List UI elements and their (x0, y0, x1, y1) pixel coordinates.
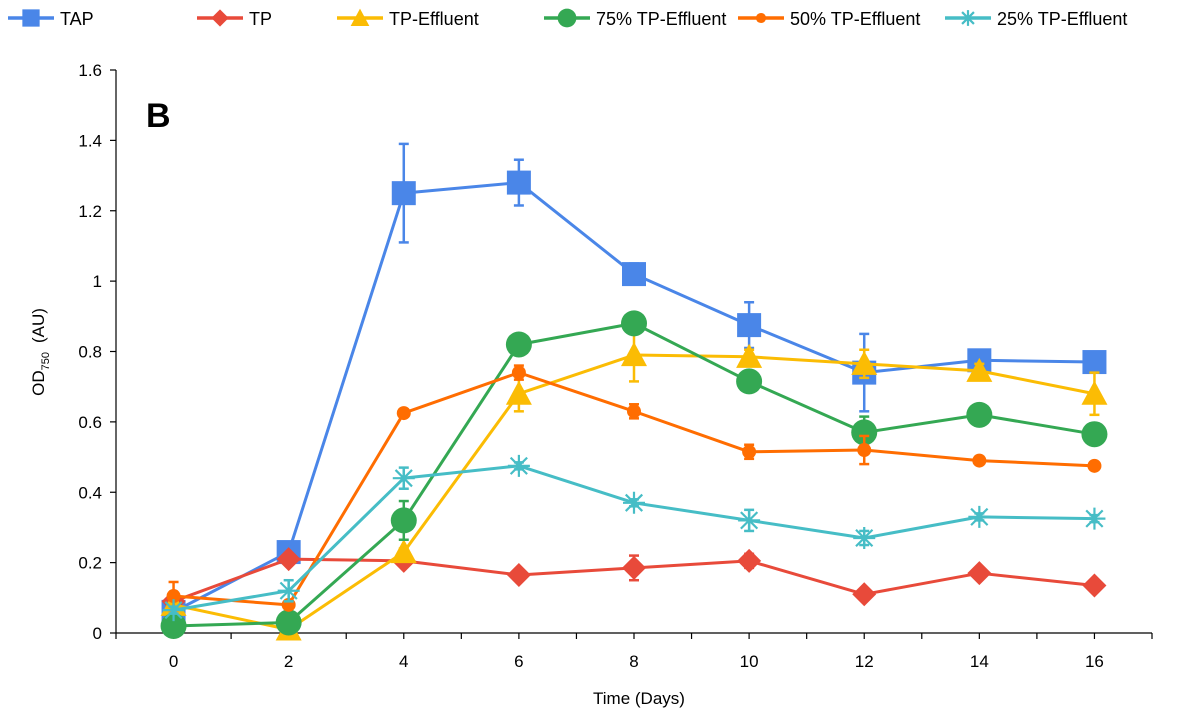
legend-marker (350, 8, 370, 26)
x-tick-label: 12 (855, 652, 874, 671)
y-axis-label-main: OD (29, 370, 48, 396)
data-point (851, 350, 878, 375)
data-point (276, 547, 301, 572)
panel-label: B (146, 97, 171, 135)
y-tick-label: 1.6 (78, 61, 102, 80)
data-point (1082, 573, 1107, 598)
data-point (506, 562, 531, 587)
x-tick-label: 2 (284, 652, 293, 671)
data-point (391, 181, 416, 206)
data-point (623, 491, 645, 514)
series-tp-effluent (160, 327, 1108, 641)
legend-label: 50% TP-Effluent (790, 9, 920, 29)
y-axis-label-unit: (AU) (29, 308, 48, 343)
series-25pct-tp-effluent (162, 454, 1106, 622)
data-point (390, 507, 417, 534)
y-axis-label-subscript: 750 (40, 352, 52, 370)
data-point (972, 453, 987, 468)
data-point (967, 561, 992, 586)
series-line (172, 181, 1095, 614)
legend: TAP TP TP-Effluent 75% TP-Effluent 50% TP-Ef… (8, 8, 1127, 29)
data-point (622, 262, 646, 287)
data-point (966, 357, 993, 382)
legend-label: TP (249, 9, 272, 29)
data-point (511, 365, 526, 380)
data-point (1082, 350, 1107, 375)
x-tick-label: 16 (1085, 652, 1104, 671)
data-point (1087, 458, 1102, 473)
legend-item: 25% TP-Effluent (945, 9, 1127, 29)
data-point (1081, 380, 1108, 405)
data-point (966, 401, 993, 428)
legend-marker (211, 9, 229, 27)
data-point (853, 526, 876, 549)
legend-item: TAP (8, 9, 94, 29)
data-point (275, 609, 302, 636)
x-axis-label: Time (Days) (593, 689, 685, 708)
legend-marker (960, 10, 976, 26)
data-point (738, 509, 761, 532)
series-tp (161, 547, 1107, 614)
data-point (737, 548, 762, 573)
data-point (277, 579, 300, 602)
legend-item: TP (197, 9, 272, 29)
data-point (396, 406, 411, 421)
legend-label: 75% TP-Effluent (596, 9, 726, 29)
x-tick-label: 10 (740, 652, 759, 671)
data-point (968, 505, 991, 528)
legend-item: 75% TP-Effluent (544, 8, 726, 29)
y-tick-label: 0.2 (78, 554, 102, 573)
y-tick-label: 1 (93, 272, 102, 291)
data-point (622, 555, 646, 580)
data-point (737, 313, 762, 338)
legend-marker (22, 9, 40, 27)
y-axis-label: OD750 (AU) (29, 308, 52, 396)
x-tick-label: 4 (399, 652, 408, 671)
data-point (506, 170, 531, 195)
data-point (505, 331, 532, 358)
data-point (851, 419, 878, 446)
data-point (1083, 507, 1106, 530)
y-tick-label: 0.6 (78, 413, 102, 432)
y-tick-label: 1.4 (78, 131, 102, 150)
data-point (857, 443, 872, 458)
data-point (742, 444, 757, 459)
data-point (507, 454, 530, 477)
x-tick-label: 14 (970, 652, 989, 671)
legend-item: 50% TP-Effluent (738, 9, 920, 29)
data-point (390, 539, 417, 564)
legend-label: 25% TP-Effluent (997, 9, 1127, 29)
data-point (736, 343, 763, 368)
series-tap (161, 142, 1107, 624)
axes: 0 0.2 0.4 0.6 0.8 1 1.2 1.4 1.6 0 2 4 6 8 10 12 14 16 (78, 61, 1153, 671)
x-tick-label: 6 (514, 652, 523, 671)
plot-area (160, 142, 1108, 641)
data-point (162, 599, 185, 622)
series-75pct-tp-effluent (160, 310, 1108, 639)
series-line (173, 464, 1095, 612)
legend-label: TP-Effluent (389, 9, 479, 29)
legend-marker (755, 12, 767, 24)
legend-marker (557, 8, 577, 28)
data-point (166, 589, 181, 604)
data-point (627, 404, 641, 419)
legend-label: TAP (60, 9, 94, 29)
x-tick-label: 8 (629, 652, 638, 671)
y-tick-label: 0.8 (78, 343, 102, 362)
y-tick-label: 0.4 (78, 483, 102, 502)
data-point (392, 467, 415, 490)
legend-item: TP-Effluent (337, 8, 479, 29)
data-point (1081, 421, 1108, 448)
x-tick-label: 0 (169, 652, 178, 671)
data-point (160, 612, 187, 639)
y-tick-label: 1.2 (78, 202, 102, 221)
data-point (852, 582, 877, 607)
y-tick-label: 0 (93, 624, 102, 643)
data-point (621, 310, 647, 337)
data-point (736, 368, 763, 395)
data-point (621, 342, 647, 367)
data-point (505, 380, 532, 405)
